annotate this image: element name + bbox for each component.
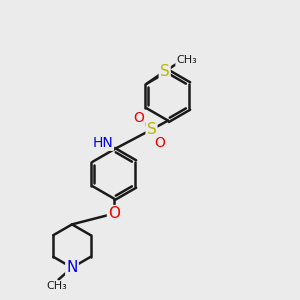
Text: O: O xyxy=(154,136,165,150)
Text: CH₃: CH₃ xyxy=(46,281,68,291)
Text: O: O xyxy=(134,111,144,125)
Text: CH₃: CH₃ xyxy=(176,55,197,65)
Text: S: S xyxy=(147,122,156,137)
Text: S: S xyxy=(160,64,169,79)
Text: HN: HN xyxy=(92,136,113,150)
Text: O: O xyxy=(108,206,120,221)
Text: N: N xyxy=(66,260,78,275)
